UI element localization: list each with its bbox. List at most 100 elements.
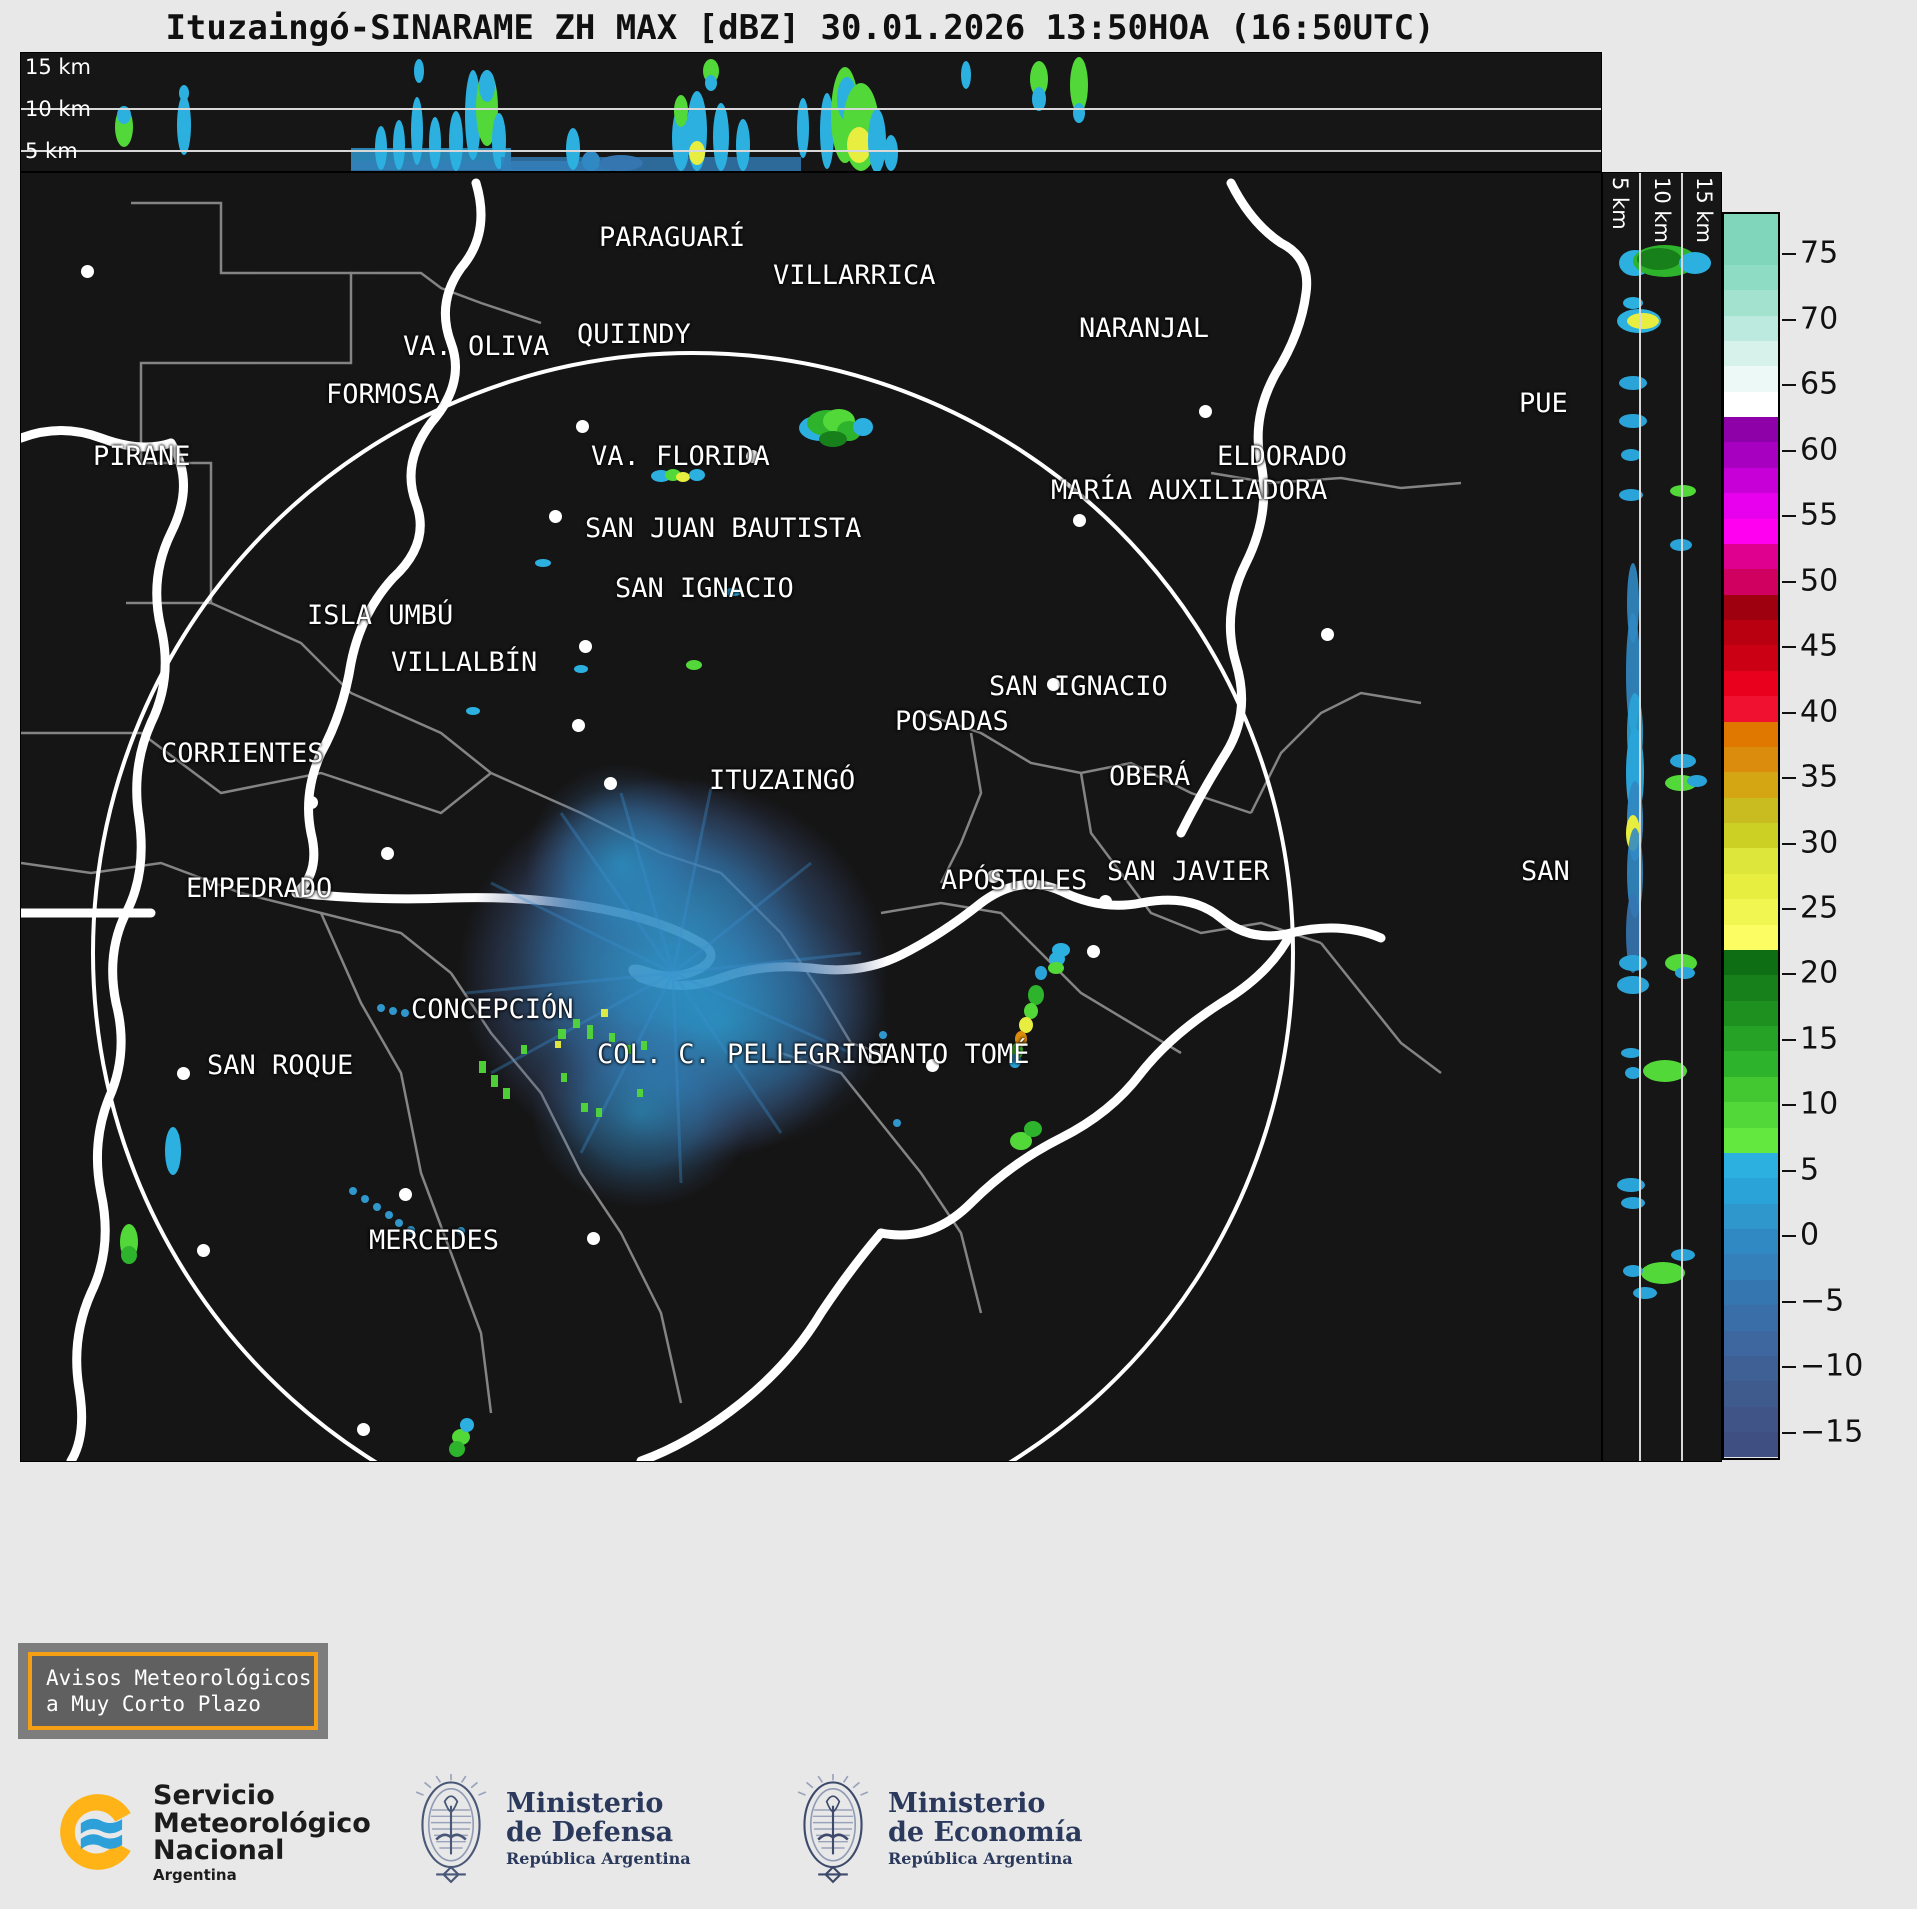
city-dot: [572, 719, 585, 732]
footer-logos: Servicio Meteorológico Nacional Argentin…: [0, 1760, 1917, 1909]
colorbar-segment: [1724, 239, 1778, 265]
colorbar-tick: [1782, 1300, 1796, 1303]
argentina-coat-of-arms-icon: [415, 1774, 487, 1884]
city-dot: [177, 1067, 190, 1080]
colorbar-segment: [1724, 721, 1778, 747]
colorbar-segment: [1724, 1381, 1778, 1407]
argentina-coat-of-arms-icon: [797, 1774, 869, 1884]
colorbar-segment: [1724, 1026, 1778, 1052]
city-dot: [579, 640, 592, 653]
radar-map-panel[interactable]: PIRANE PARAGUARÍ VILLARRICA QUIINDY VA. …: [20, 172, 1602, 1462]
xsec-top-echoes: [115, 57, 1088, 171]
smn-line-2: Meteorológico: [153, 1807, 371, 1839]
colorbar-segment: [1724, 340, 1778, 367]
colorbar-segment: [1724, 493, 1778, 519]
cross-section-top-panel: 15 km 10 km 5 km: [20, 52, 1602, 172]
colorbar-tick: [1782, 449, 1796, 452]
colorbar-tick: [1782, 1038, 1796, 1041]
colorbar-tick-label: 25: [1800, 890, 1839, 926]
city-dot: [1073, 514, 1086, 527]
xsec-top-label-5km: 5 km: [25, 139, 78, 163]
xsec-right-echoes: [1617, 245, 1711, 1299]
logo-ministerio-economia: Ministerio de Economía República Argenti…: [790, 1774, 1082, 1884]
city-dot: [926, 1059, 939, 1072]
page-title: Ituzaingó-SINARAME ZH MAX [dBZ] 30.01.20…: [165, 8, 1435, 48]
cross-section-right-panel: 5 km 10 km 15 km: [1602, 172, 1722, 1462]
city-dot: [81, 265, 94, 278]
colorbar-segment: [1724, 1330, 1778, 1356]
defensa-line-3: República Argentina: [506, 1848, 691, 1868]
smn-line-3: Nacional: [153, 1835, 285, 1867]
smn-emblem-icon: [60, 1794, 131, 1871]
colorbar-segment: [1724, 1355, 1778, 1382]
city-dot: [604, 777, 617, 790]
colorbar-tick: [1782, 1431, 1796, 1434]
colorbar-segment: [1724, 467, 1778, 494]
colorbar-segment: [1724, 1229, 1778, 1255]
city-dot: [576, 420, 589, 433]
colorbar-segment: [1724, 1127, 1778, 1153]
colorbar-tick-label: 70: [1800, 301, 1839, 337]
xsec-right-label-5km: 5 km: [1608, 177, 1632, 230]
city-dot: [1199, 405, 1212, 418]
city-dot: [305, 796, 318, 809]
colorbar: [1722, 212, 1780, 1460]
colorbar-segment: [1724, 873, 1778, 900]
colorbar-segment: [1724, 975, 1778, 1001]
colorbar-segment: [1724, 949, 1778, 976]
colorbar-tick: [1782, 908, 1796, 911]
colorbar-tick-label: 50: [1800, 563, 1839, 599]
colorbar-segment: [1724, 899, 1778, 925]
colorbar-segment: [1724, 620, 1778, 646]
colorbar-segment: [1724, 543, 1778, 570]
city-dot: [987, 870, 1000, 883]
colorbar-segment: [1724, 315, 1778, 341]
colorbar-tick-label: −10: [1800, 1348, 1864, 1384]
xsec-right-label-10km: 10 km: [1650, 177, 1674, 244]
city-dot: [1047, 678, 1060, 691]
colorbar-tick: [1782, 384, 1796, 387]
city-dot: [746, 450, 759, 463]
city-dot: [1321, 628, 1334, 641]
colorbar-tick-label: 10: [1800, 1086, 1839, 1122]
city-dot: [399, 1188, 412, 1201]
city-dot: [357, 1423, 370, 1436]
colorbar-segment: [1724, 1254, 1778, 1280]
colorbar-segment: [1724, 1305, 1778, 1331]
colorbar-tick: [1782, 1169, 1796, 1172]
height-gridline-5km-v: [1639, 173, 1641, 1461]
economia-line-2: de Economía: [888, 1817, 1083, 1849]
xsec-top-label-10km: 10 km: [25, 97, 92, 121]
logo-smn: Servicio Meteorológico Nacional Argentin…: [55, 1782, 371, 1883]
city-dot: [1087, 945, 1100, 958]
colorbar-segment: [1724, 924, 1778, 950]
colorbar-tick: [1782, 646, 1796, 649]
colorbar-tick-label: 5: [1800, 1152, 1820, 1188]
colorbar-tick-label: 75: [1800, 235, 1839, 271]
colorbar-segment: [1724, 264, 1778, 291]
colorbar-segment: [1724, 366, 1778, 392]
colorbar-segment: [1724, 848, 1778, 874]
colorbar-segment: [1724, 1203, 1778, 1229]
colorbar-segment: [1724, 1152, 1778, 1179]
colorbar-segment: [1724, 1051, 1778, 1077]
colorbar-tick-label: −5: [1800, 1283, 1845, 1319]
colorbar-tick: [1782, 515, 1796, 518]
warning-legend-box[interactable]: Avisos Meteorológicos a Muy Corto Plazo: [28, 1652, 318, 1730]
colorbar-tick: [1782, 1235, 1796, 1238]
city-dot: [587, 1232, 600, 1245]
colorbar-tick: [1782, 1366, 1796, 1369]
colorbar-segment: [1724, 823, 1778, 849]
city-dot: [1099, 895, 1112, 908]
radar-echo-field: [120, 409, 1070, 1457]
warning-line-1: Avisos Meteorológicos: [46, 1665, 312, 1690]
colorbar-tick-label: 55: [1800, 497, 1839, 533]
warning-line-2: a Muy Corto Plazo: [46, 1692, 261, 1716]
colorbar-tick: [1782, 842, 1796, 845]
colorbar-segment: [1724, 645, 1778, 671]
colorbar-segment: [1724, 1102, 1778, 1128]
colorbar-tick: [1782, 777, 1796, 780]
colorbar-segment: [1724, 290, 1778, 316]
colorbar-segment: [1724, 1406, 1778, 1432]
smn-line-4: Argentina: [153, 1865, 237, 1884]
